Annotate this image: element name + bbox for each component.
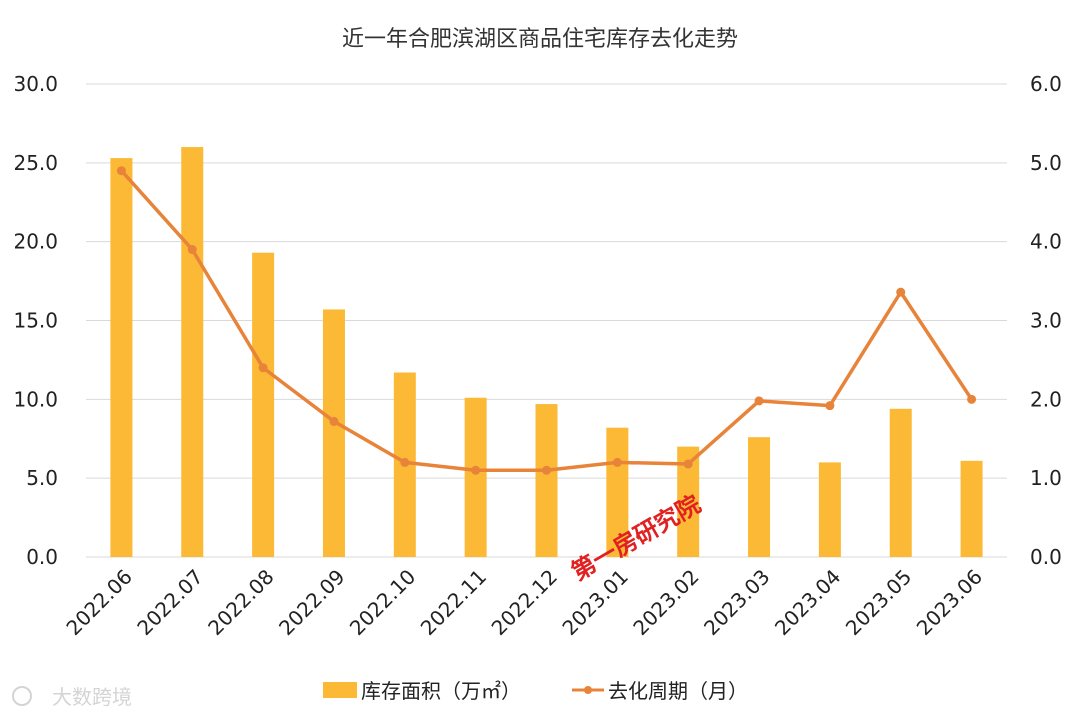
bar-series xyxy=(110,147,983,558)
right-tick-label: 3.0 xyxy=(1030,309,1062,333)
x-tick-label: 2023.03 xyxy=(699,565,774,640)
legend-bar-label: 库存面积（万㎡） xyxy=(361,679,521,703)
line-point xyxy=(896,287,906,297)
x-tick-label: 2022.12 xyxy=(487,565,562,640)
right-tick-label: 6.0 xyxy=(1030,72,1062,96)
left-axis: 0.0 5.0 10.0 15.0 20.0 25.0 30.0 xyxy=(13,72,58,569)
line-point xyxy=(967,394,977,404)
line-point xyxy=(187,245,197,255)
x-tick-label: 2023.06 xyxy=(912,565,987,640)
x-tick-label: 2022.11 xyxy=(416,565,491,640)
x-tick-label: 2022.06 xyxy=(61,565,136,640)
bar xyxy=(464,397,487,557)
line-point xyxy=(329,416,339,426)
x-tick-label: 2023.02 xyxy=(628,565,703,640)
left-tick-label: 10.0 xyxy=(13,387,58,411)
corner-logo-icon xyxy=(12,686,32,706)
line-point xyxy=(542,465,551,475)
bar xyxy=(960,460,983,557)
left-tick-label: 0.0 xyxy=(26,545,58,569)
bar xyxy=(110,158,133,557)
legend-bar-swatch xyxy=(323,682,357,698)
line-point xyxy=(400,457,410,467)
left-tick-label: 20.0 xyxy=(13,230,58,254)
x-tick-label: 2022.09 xyxy=(274,565,349,640)
bar xyxy=(322,309,345,557)
bar xyxy=(252,252,275,557)
bar xyxy=(606,427,629,557)
x-tick-label: 2023.04 xyxy=(770,565,845,640)
x-tick-label: 2023.05 xyxy=(841,565,916,640)
line-point xyxy=(825,401,835,411)
line-point xyxy=(754,396,764,406)
line-series xyxy=(116,166,977,475)
chart-title: 近一年合肥滨湖区商品住宅库存去化走势 xyxy=(342,27,738,52)
right-axis: 0.0 1.0 2.0 3.0 4.0 5.0 6.0 xyxy=(1030,72,1062,569)
legend-line-label: 去化周期（月） xyxy=(608,679,748,703)
bar xyxy=(889,408,912,557)
bar xyxy=(535,404,558,557)
legend-line-dot xyxy=(584,686,592,694)
x-tick-label: 2022.07 xyxy=(132,565,207,640)
left-tick-label: 15.0 xyxy=(13,309,58,333)
bar xyxy=(818,462,841,557)
right-tick-label: 4.0 xyxy=(1030,230,1062,254)
left-tick-label: 5.0 xyxy=(26,466,58,490)
x-axis: 2022.062022.072022.082022.092022.102022.… xyxy=(61,565,987,640)
left-tick-label: 25.0 xyxy=(13,151,58,175)
line-point xyxy=(683,459,693,469)
grid-lines xyxy=(86,83,1007,558)
right-tick-label: 5.0 xyxy=(1030,151,1062,175)
bar xyxy=(748,437,771,557)
right-tick-label: 0.0 xyxy=(1030,545,1062,569)
right-tick-label: 2.0 xyxy=(1030,387,1062,411)
corner-watermark: 大数跨境 xyxy=(12,685,132,709)
right-tick-label: 1.0 xyxy=(1030,466,1062,490)
line-point xyxy=(116,166,126,176)
legend: 库存面积（万㎡） 去化周期（月） xyxy=(323,679,748,703)
corner-watermark-text: 大数跨境 xyxy=(52,685,132,709)
x-tick-label: 2022.08 xyxy=(203,565,278,640)
line-point xyxy=(471,465,481,475)
line-point xyxy=(612,457,622,467)
bar xyxy=(181,147,204,558)
bar xyxy=(677,446,700,557)
line-point xyxy=(258,363,268,373)
x-tick-label: 2022.10 xyxy=(345,565,420,640)
left-tick-label: 30.0 xyxy=(13,72,58,96)
